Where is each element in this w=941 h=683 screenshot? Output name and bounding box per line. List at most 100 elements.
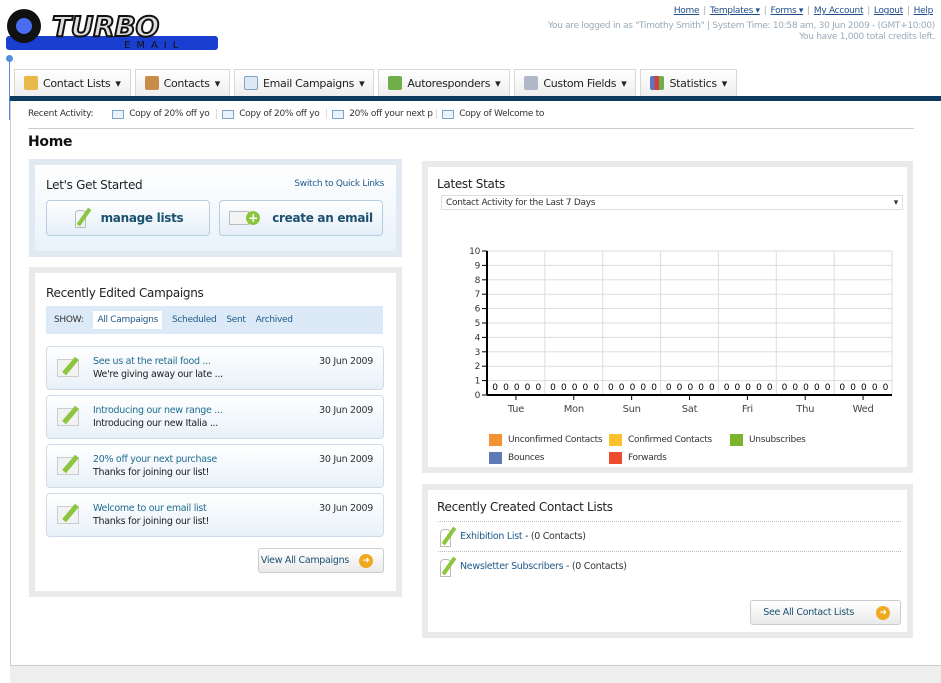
stats-period-select[interactable]: Contact Activity for the Last 7 Days ▾ [441,195,903,210]
svg-text:EMAIL: EMAIL [124,40,184,51]
data-label: 0 [640,383,646,393]
caret-down-icon: ▾ [214,76,221,90]
recent-item[interactable]: Copy of 20% off yo [107,109,218,119]
recent-contact-lists-panel: Recently Created Contact Lists Exhibitio… [422,484,913,638]
panel-title: Let's Get Started [46,178,143,192]
link-home[interactable]: Home [673,6,700,16]
data-label: 0 [724,383,730,393]
show-label: SHOW: [54,315,84,325]
data-label: 0 [735,383,741,393]
data-label: 0 [608,383,614,393]
data-label: 0 [861,383,867,393]
list-name-link[interactable]: Exhibition List [460,531,523,542]
caret-down-icon: ▾ [721,76,728,90]
x-tick-label: Mon [564,404,584,415]
turbo-email-logo[interactable]: TURBO EMAIL [4,6,220,52]
switch-quick-links-link[interactable]: Switch to Quick Links [294,179,384,189]
y-tick-label: 2 [475,362,480,372]
tab-contacts[interactable]: Contacts ▾ [134,69,230,96]
legend-item: Confirmed Contacts [609,434,712,446]
contact-list-icon [438,527,454,547]
data-label: 0 [492,383,498,393]
campaign-name[interactable]: 20% off your next purchase [93,454,217,465]
tab-email-campaigns[interactable]: Email Campaigns ▾ [233,69,375,96]
nav-bar [10,96,941,101]
view-all-campaigns-button[interactable]: View All Campaigns ➜ [258,548,384,573]
filter-archived[interactable]: Archived [255,315,293,325]
list-name-link[interactable]: Newsletter Subscribers [460,561,564,572]
x-tick-label: Thu [795,404,814,415]
y-tick-label: 6 [475,305,481,315]
manage-lists-button[interactable]: manage lists [46,200,210,236]
contact-list: Exhibition List - (0 Contacts) Newslette… [438,521,901,581]
campaign-name[interactable]: Introducing our new range ... [93,405,223,416]
recent-item[interactable]: Copy of Welcome to [437,109,547,119]
manage-lists-icon [73,208,89,228]
campaign-list: See us at the retail food ... We're givin… [46,346,384,542]
recent-item-label: 20% off your next p [349,109,433,119]
campaign-item[interactable]: Welcome to our email list Thanks for join… [46,493,384,537]
create-email-button[interactable]: + create an email [219,200,383,236]
link-my-account[interactable]: My Account [813,6,864,16]
filter-scheduled[interactable]: Scheduled [172,315,217,325]
campaign-desc: Thanks for joining our list! [93,467,210,478]
tab-custom-fields[interactable]: Custom Fields ▾ [514,69,637,96]
link-logout[interactable]: Logout [873,6,903,16]
campaign-name[interactable]: Welcome to our email list [93,503,207,514]
legend-item: Unsubscribes [730,434,806,446]
panel-title: Recently Edited Campaigns [46,286,204,300]
data-label: 0 [709,383,715,393]
envelope-icon [222,109,235,119]
recent-item-label: Copy of Welcome to [459,109,545,119]
y-tick-label: 10 [469,247,480,257]
data-label: 0 [792,383,798,393]
tab-autoresponders[interactable]: Autoresponders ▾ [378,69,511,96]
legend-label: Unconfirmed Contacts [508,435,603,445]
campaign-name[interactable]: See us at the retail food ... [93,356,211,367]
recent-item[interactable]: Copy of 20% off yo [217,109,328,119]
campaign-item[interactable]: 20% off your next purchase Thanks for joi… [46,444,384,488]
main-nav: Contact Lists ▾ Contacts ▾ Email Campaigns… [14,69,737,96]
see-all-contact-lists-button[interactable]: See All Contact Lists ➜ [750,600,901,625]
data-label: 0 [698,383,704,393]
filter-sent[interactable]: Sent [226,315,246,325]
data-label: 0 [814,383,820,393]
caret-down-icon: ▾ [495,76,501,90]
envelope-icon [112,109,125,119]
campaign-item[interactable]: Introducing our new range ... Introducing… [46,395,384,439]
campaign-item[interactable]: See us at the retail food ... We're givin… [46,346,384,390]
divider [28,128,914,129]
campaign-filter-bar: SHOW: All Campaigns Scheduled Sent Archi… [46,306,383,334]
envelope-edit-icon [57,359,79,377]
button-label: create an email [272,211,373,225]
y-tick-label: 3 [475,348,480,358]
contact-lists-icon [24,76,38,90]
campaign-date: 30 Jun 2009 [319,405,373,416]
decorative-line [9,60,10,120]
tab-label: Email Campaigns [262,76,355,90]
link-templates[interactable]: Templates ▾ [709,6,760,16]
recent-item[interactable]: 20% off your next p [327,109,438,119]
panel-title: Recently Created Contact Lists [437,500,613,514]
tab-contact-lists[interactable]: Contact Lists ▾ [14,69,131,96]
recent-item-label: Copy of 20% off yo [129,109,210,119]
filter-all-campaigns[interactable]: All Campaigns [93,311,162,329]
data-label: 0 [767,383,773,393]
campaign-desc: We're giving away our late ... [93,369,223,380]
legend-swatch [489,452,502,464]
campaign-date: 30 Jun 2009 [319,356,373,367]
dropdown-arrow-icon: ▾ [893,197,899,208]
data-label: 0 [677,383,683,393]
x-tick-label: Fri [742,404,753,415]
link-help[interactable]: Help [913,6,934,16]
envelope-edit-icon [57,506,79,524]
envelope-edit-icon [57,408,79,426]
link-forms[interactable]: Forms ▾ [770,6,804,16]
campaign-date: 30 Jun 2009 [319,503,373,514]
legend-label: Forwards [628,453,667,463]
tab-label: Custom Fields [543,76,617,90]
decorative-line [6,55,13,62]
button-label: View All Campaigns [260,555,349,566]
data-label: 0 [572,383,578,393]
tab-statistics[interactable]: Statistics ▾ [640,69,737,96]
